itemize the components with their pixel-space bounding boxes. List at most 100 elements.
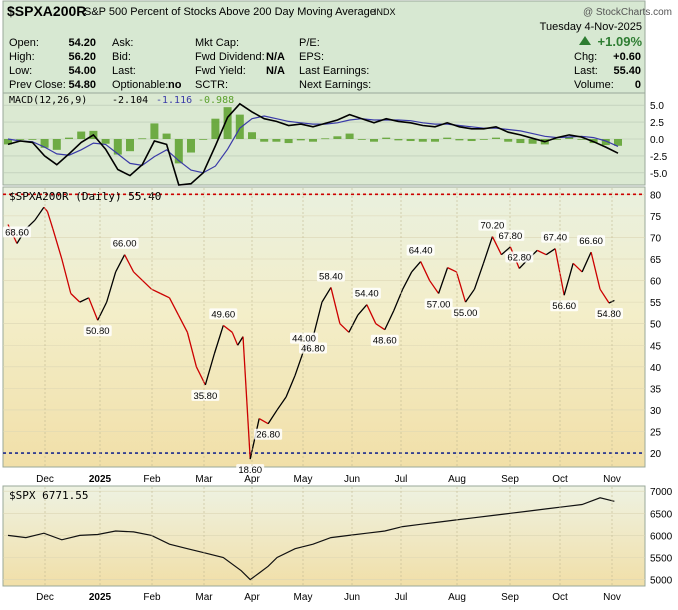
header-panel bbox=[2, 0, 646, 94]
month-label: Feb bbox=[143, 474, 161, 485]
data-label-bg bbox=[370, 334, 399, 346]
optionable-value: no bbox=[168, 79, 182, 91]
data-label-bg bbox=[424, 298, 453, 310]
macd-histogram-bar bbox=[16, 139, 25, 140]
macd-histogram-bar bbox=[406, 139, 415, 142]
x-axis-spx: Dec 2025 Feb Mar Apr May Jun Jul Aug Sep Oct Nov bbox=[36, 487, 621, 603]
macd-tick-label: 0.0 bbox=[650, 135, 664, 146]
main-series-segment bbox=[168, 297, 180, 316]
macd-histogram-bar bbox=[187, 139, 195, 153]
main-series-segment bbox=[151, 288, 161, 295]
main-series-segment bbox=[554, 248, 565, 296]
data-label-bg bbox=[451, 307, 480, 319]
macd-histogram-bar bbox=[565, 136, 574, 139]
data-label: 35.80 bbox=[191, 389, 220, 402]
main-series-segment bbox=[52, 228, 63, 260]
open-value: 54.20 bbox=[68, 37, 96, 49]
data-label-text: 46.80 bbox=[301, 343, 325, 354]
main-series-segment bbox=[222, 324, 233, 333]
main-series-segment bbox=[61, 258, 72, 294]
macd-histogram-bar bbox=[382, 137, 391, 139]
macd-histogram-bar bbox=[101, 139, 110, 144]
main-tick-label: 40 bbox=[650, 363, 662, 374]
main-series-segment bbox=[106, 271, 117, 303]
spx-tick-label: 6500 bbox=[650, 509, 673, 520]
data-label: 62.80 bbox=[505, 251, 534, 263]
bid-label: Bid: bbox=[112, 51, 131, 63]
month-label: Sep bbox=[501, 474, 519, 485]
main-tick-label: 25 bbox=[650, 428, 662, 439]
month-label: Dec bbox=[36, 592, 54, 603]
spx-line bbox=[7, 497, 615, 581]
month-label: Jul bbox=[395, 592, 408, 603]
macd-value: -2.104 bbox=[112, 95, 148, 106]
main-series-segment bbox=[46, 211, 54, 230]
main-series-segment bbox=[348, 314, 359, 333]
low-value: 54.00 bbox=[68, 65, 96, 77]
data-label: 66.00 bbox=[110, 237, 139, 250]
macd-tick-label: -2.5 bbox=[650, 152, 668, 163]
main-series-segment bbox=[115, 254, 126, 273]
open-label: Open: bbox=[9, 37, 39, 49]
data-label-text: 62.80 bbox=[507, 252, 531, 263]
macd-title: MACD(12,26,9) bbox=[9, 95, 87, 106]
month-label: Mar bbox=[195, 474, 213, 485]
macd-histogram-bar bbox=[528, 139, 537, 144]
macd-histogram-bar bbox=[479, 139, 488, 140]
macd-signal-line bbox=[7, 115, 619, 174]
month-label: Jul bbox=[395, 474, 408, 485]
macd-tick-label: -5.0 bbox=[650, 169, 668, 180]
description: S&P 500 Percent of Stocks Above 200 Day … bbox=[84, 6, 376, 18]
main-series-segment bbox=[330, 287, 341, 324]
main-series-segment bbox=[420, 261, 431, 281]
month-label: Sep bbox=[501, 592, 519, 603]
data-label-bg bbox=[290, 332, 319, 344]
main-series-segment bbox=[237, 336, 244, 346]
main-series-segment bbox=[276, 396, 287, 411]
data-label-bg bbox=[577, 235, 606, 247]
data-label: 56.60 bbox=[550, 300, 579, 312]
main-tick-label: 45 bbox=[650, 341, 662, 352]
data-label: 57.00 bbox=[424, 298, 453, 311]
main-tick-label: 20 bbox=[650, 449, 662, 460]
main-series-segment bbox=[267, 409, 278, 425]
month-label: 2025 bbox=[89, 474, 112, 485]
main-series-segment bbox=[491, 236, 502, 255]
month-label: Dec bbox=[36, 474, 54, 485]
fwd-dividend-label: Fwd Dividend: bbox=[195, 51, 265, 63]
macd-legend: MACD(12,26,9) -2.104 -1.116 -0.988 bbox=[9, 95, 234, 106]
data-label: 67.80 bbox=[496, 229, 525, 242]
macd-histogram-bar bbox=[260, 139, 269, 142]
data-label-text: 57.00 bbox=[427, 300, 451, 311]
date: Tuesday 4-Nov-2025 bbox=[540, 21, 642, 33]
macd-layer: 5.0 2.5 0.0 -2.5 -5.0 bbox=[3, 101, 668, 186]
data-label-text: 70.20 bbox=[481, 221, 505, 232]
data-label: 70.20 bbox=[478, 219, 507, 232]
macd-histogram-bar bbox=[296, 139, 305, 141]
data-label-text: 64.40 bbox=[409, 246, 433, 257]
macd-histogram-bar bbox=[4, 139, 12, 145]
main-series-segment bbox=[455, 271, 467, 303]
data-label-bg bbox=[83, 325, 112, 337]
data-label-text: 66.60 bbox=[579, 236, 603, 247]
quote-fields: Open: 54.20 High: 56.20 Low: 54.00 Prev … bbox=[9, 37, 641, 91]
main-series-segment bbox=[231, 332, 239, 346]
data-label-text: 54.80 bbox=[597, 309, 621, 320]
main-series-segment bbox=[545, 248, 556, 256]
main-series-segment bbox=[88, 297, 99, 321]
macd-histogram-bar bbox=[309, 139, 317, 142]
macd-histogram-bar bbox=[431, 139, 439, 142]
main-series-segment bbox=[599, 288, 610, 304]
symbol: $SPXA200R bbox=[7, 3, 86, 19]
main-series-segment bbox=[242, 336, 251, 460]
main-series-segment bbox=[563, 263, 574, 296]
macd-histogram-bar bbox=[174, 139, 183, 164]
macd-histogram-bar bbox=[126, 139, 134, 152]
high-value: 56.20 bbox=[68, 51, 96, 63]
spx-tick-label: 6000 bbox=[650, 531, 673, 542]
data-label-bg bbox=[316, 270, 345, 282]
macd-histogram-bar bbox=[345, 133, 354, 139]
data-label-text: 55.00 bbox=[454, 308, 478, 319]
macd-histogram-bar bbox=[113, 139, 122, 155]
